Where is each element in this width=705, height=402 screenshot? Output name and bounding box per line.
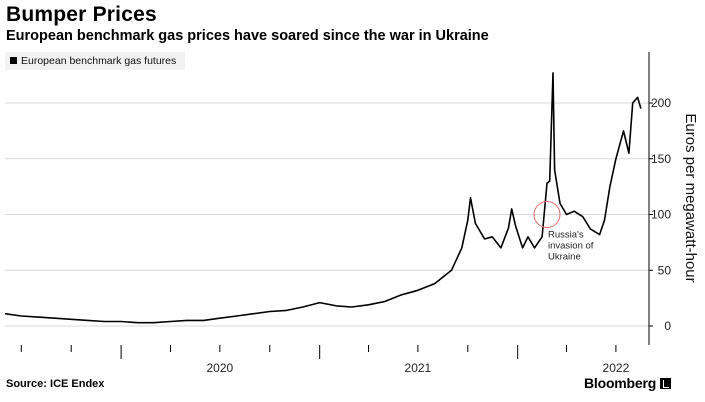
brand-name: Bloomberg <box>584 375 657 391</box>
x-tick-label: 2021 <box>405 361 432 375</box>
series-line-0 <box>4 72 642 324</box>
legend-swatch <box>10 57 17 64</box>
annotation-text: Russia's <box>548 230 584 241</box>
annotation-text: invasion of <box>548 241 594 252</box>
grid-lines <box>5 102 649 327</box>
bloomberg-mark-icon <box>660 378 672 389</box>
legend: European benchmark gas futures <box>5 52 185 70</box>
y-tick-label: 50 <box>658 263 672 277</box>
y-tick-label: 100 <box>651 208 671 222</box>
y-tick-label: 0 <box>664 319 671 333</box>
source-note: Source: ICE Endex <box>6 378 105 390</box>
y-tick-label: 150 <box>651 152 671 166</box>
brand-logo: Bloomberg <box>584 375 672 391</box>
y-tick-label: 200 <box>651 96 671 110</box>
annotation-circle <box>533 201 561 228</box>
legend-box <box>5 52 185 70</box>
chart-title: Bumper Prices <box>6 3 157 26</box>
x-tick-label: 2022 <box>603 361 630 375</box>
annotation-text: Ukraine <box>548 252 581 263</box>
y-axis-title: Euros per megawatt-hour <box>682 113 699 282</box>
legend-label: European benchmark gas futures <box>21 55 176 67</box>
axes: 0 50 100 150 200 Euros per megawatt-hour 2020 2… <box>20 52 699 375</box>
series-layer <box>4 72 642 324</box>
x-tick-label: 2020 <box>206 361 233 375</box>
chart-subtitle: European benchmark gas prices have soare… <box>6 28 489 44</box>
